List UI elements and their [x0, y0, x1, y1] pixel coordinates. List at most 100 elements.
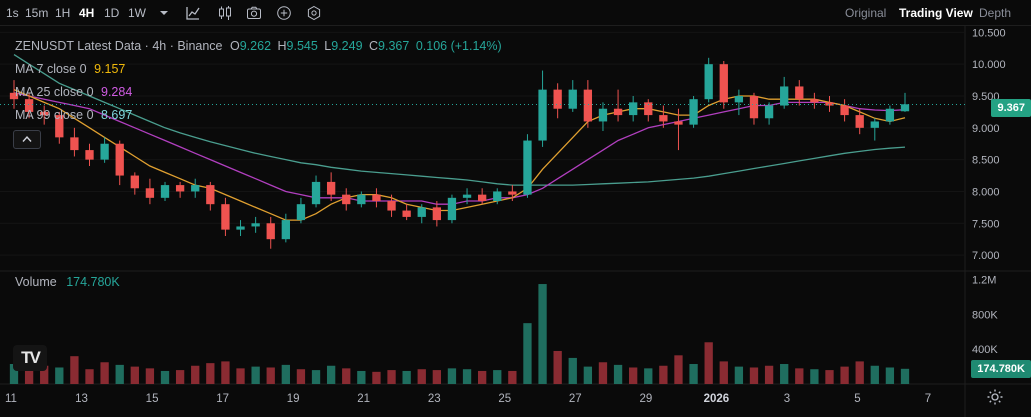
candle-body — [810, 99, 819, 103]
candle-body — [191, 185, 200, 192]
candle-body — [553, 89, 562, 109]
timeframe-1s[interactable]: 1s — [6, 6, 19, 20]
ma99-legend: MA 99 close 0 8.697 — [15, 108, 132, 122]
candle-body — [689, 99, 698, 125]
candle-body — [523, 140, 532, 195]
candle-body — [704, 64, 713, 100]
volume-bar — [236, 368, 245, 384]
candle-body — [780, 86, 789, 106]
volume-bar — [523, 323, 532, 384]
volume-bar — [734, 366, 744, 384]
gear-icon[interactable] — [986, 388, 1004, 406]
volume-bar — [870, 365, 879, 384]
candle-body — [659, 115, 668, 122]
candle-body — [281, 220, 290, 240]
time-tick-label: 23 — [428, 393, 441, 405]
volume-bar — [780, 364, 789, 384]
volume-bar — [659, 365, 668, 384]
candle-body — [24, 99, 34, 112]
timeframe-1d[interactable]: 1D — [104, 6, 120, 20]
volume-value: 174.780K — [66, 275, 120, 289]
candle-body — [311, 181, 321, 205]
candle-body — [855, 115, 864, 128]
candle-body — [160, 185, 170, 198]
volume-bar — [553, 350, 562, 384]
volume-bar — [326, 365, 336, 384]
candle-body — [629, 102, 638, 116]
candle-body — [130, 175, 139, 189]
candle-body — [508, 191, 517, 195]
tab-original[interactable]: Original — [845, 6, 887, 20]
camera-icon[interactable] — [246, 5, 262, 21]
tab-depth[interactable]: Depth — [979, 6, 1012, 20]
candle-body — [402, 210, 411, 217]
timeframe-15m[interactable]: 15m — [25, 6, 49, 20]
volume-label: Volume — [15, 275, 57, 289]
volume-bar — [311, 370, 321, 384]
volume-bar — [674, 355, 683, 384]
timeframe-1h[interactable]: 1H — [55, 6, 71, 20]
volume-bar — [840, 366, 849, 384]
candle-body — [885, 108, 895, 122]
candle-body — [613, 108, 623, 116]
candle-body — [538, 89, 547, 141]
time-tick-label: 11 — [5, 393, 17, 405]
candlestick-chart[interactable]: 10.50010.0009.5009.0008.5008.0007.5007.0… — [0, 26, 1031, 417]
candle-body — [568, 89, 577, 109]
volume-bar — [160, 370, 170, 384]
volume-tick-label: 1.2M — [972, 275, 996, 287]
volume-bar — [417, 369, 426, 384]
time-tick-label: 2026 — [704, 393, 730, 405]
ma25-label: MA 25 close 0 — [15, 85, 94, 99]
volume-bar — [70, 356, 79, 384]
time-tick-label: 15 — [146, 393, 159, 405]
tab-trading-view[interactable]: Trading View — [899, 6, 973, 20]
interval-label: 4h — [152, 39, 167, 53]
candle-body — [357, 194, 366, 205]
volume-bar — [266, 367, 275, 384]
candle-body — [206, 185, 215, 205]
low-label: L — [324, 39, 332, 53]
candle-body — [85, 150, 94, 160]
candle-body — [9, 92, 19, 100]
ma7-label: MA 7 close 0 — [15, 62, 87, 76]
volume-bar — [644, 368, 653, 384]
exchange-label: Binance — [177, 39, 223, 53]
indicators-icon[interactable] — [185, 5, 201, 21]
volume-bar — [583, 366, 593, 384]
candle-body — [644, 102, 653, 116]
chart-type-icon[interactable] — [217, 5, 233, 21]
settings-hex-icon[interactable] — [306, 5, 322, 21]
add-icon[interactable] — [276, 5, 292, 21]
candle-body — [734, 96, 744, 103]
timeframe-4h[interactable]: 4H — [79, 6, 95, 20]
volume-bar — [342, 368, 351, 384]
volume-bar — [568, 357, 577, 384]
volume-bar — [885, 367, 895, 384]
volume-bar — [493, 370, 502, 384]
volume-bar — [281, 364, 290, 384]
volume-bar — [206, 363, 215, 384]
timeframe-1w[interactable]: 1W — [128, 6, 146, 20]
volume-bar — [9, 364, 19, 384]
candle-body — [296, 204, 306, 221]
close-value: 9.367 — [378, 39, 410, 53]
time-tick-label: 29 — [639, 393, 652, 405]
volume-bar — [100, 362, 109, 384]
price-tick-label: 7.000 — [972, 250, 1000, 262]
volume-bar — [85, 369, 94, 384]
legend-collapse-button[interactable] — [13, 130, 41, 149]
volume-bar — [372, 371, 381, 384]
tradingview-logo[interactable]: TV — [13, 345, 47, 371]
chevron-down-icon[interactable] — [156, 5, 172, 21]
low-value: 9.249 — [331, 39, 363, 53]
volume-bar — [402, 370, 411, 384]
volume-bar — [24, 368, 34, 384]
candle-body — [598, 108, 608, 122]
high-value: 9.545 — [286, 39, 318, 53]
time-tick-label: 17 — [216, 393, 229, 405]
change-value: 0.106 (+1.14%) — [415, 39, 502, 53]
candle-body — [266, 223, 275, 240]
open-value: 9.262 — [239, 39, 272, 53]
current-price-badge: 9.367 — [991, 99, 1031, 117]
